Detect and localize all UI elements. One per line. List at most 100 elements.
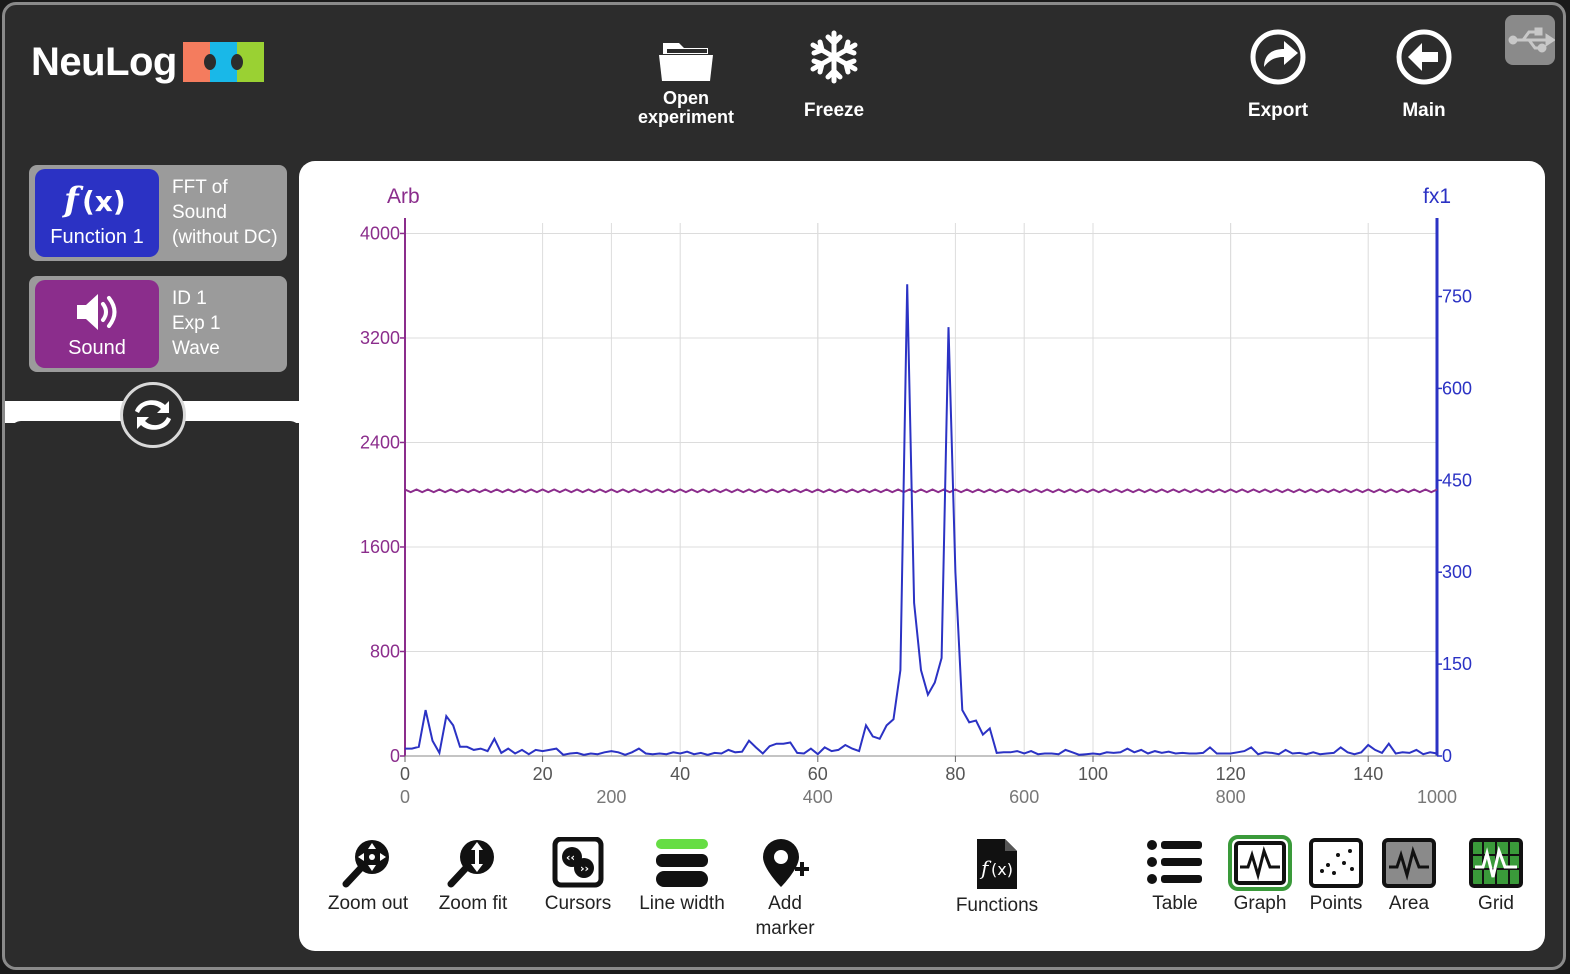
svg-text:f: f <box>62 180 84 220</box>
fft-chart[interactable]: Arb fx10800160024003200400001503004506007… <box>299 161 1545 821</box>
left-tick-label: 0 <box>390 746 400 766</box>
snowflake-icon <box>810 30 858 84</box>
main-label: Main <box>1402 100 1446 121</box>
left-tick-label: 2400 <box>360 432 400 452</box>
zoom-fit-button[interactable]: Zoom fit <box>431 837 515 916</box>
module-sound[interactable]: Sound ID 1 Exp 1 Wave <box>29 276 287 372</box>
swap-button[interactable] <box>120 382 186 448</box>
sound-badge-label: Sound <box>68 337 126 359</box>
module-function-1[interactable]: f (x) Function 1 FFT of Sound (without D… <box>29 165 287 261</box>
speaker-icon <box>77 294 117 330</box>
x-top-tick-label: 0 <box>400 764 410 784</box>
sound-info-line: Wave <box>172 338 220 359</box>
area-view-label: Area <box>1388 893 1430 914</box>
zoom-out-label: Zoom out <box>327 893 409 914</box>
usb-button[interactable] <box>1505 15 1556 65</box>
line-width-label: Line width <box>639 893 725 914</box>
function-info-line: (without DC) <box>172 227 278 248</box>
svg-text:(x): (x) <box>82 185 126 218</box>
fx1-series-line <box>405 284 1438 756</box>
x-top-tick-label: 20 <box>533 764 553 784</box>
table-label: Table <box>1152 893 1198 914</box>
zoom-fit-icon <box>447 840 494 888</box>
sound-info-line: Exp 1 <box>172 313 221 334</box>
folder-icon <box>659 43 713 81</box>
x-bottom-tick-label: 800 <box>1216 787 1246 807</box>
logo-text: NeuLog <box>31 39 177 84</box>
sound-info: ID 1 Exp 1 Wave <box>172 286 221 361</box>
x-top-tick-label: 100 <box>1078 764 1108 784</box>
function-info-line: Sound <box>172 202 227 223</box>
right-tick-label: 150 <box>1442 654 1472 674</box>
points-view-button[interactable]: Points <box>1303 837 1369 916</box>
function-info: FFT of Sound (without DC) <box>172 175 278 250</box>
usb-icon <box>1508 27 1556 53</box>
table-button[interactable]: Table <box>1139 837 1211 916</box>
sound-badge[interactable]: Sound <box>35 280 159 368</box>
lower-panel <box>11 421 300 967</box>
right-tick-label: 300 <box>1442 562 1472 582</box>
zoom-out-button[interactable]: Zoom out <box>323 837 413 916</box>
grid-toggle-button[interactable]: Grid <box>1463 837 1529 916</box>
sound-info-line: ID 1 <box>172 288 207 309</box>
open-experiment-button[interactable]: Open experiment <box>631 35 741 127</box>
export-label: Export <box>1247 100 1309 121</box>
right-axis-label: fx1 <box>1423 185 1451 208</box>
module-panel: f (x) Function 1 FFT of Sound (without D… <box>11 161 300 401</box>
x-bottom-tick-label: 400 <box>803 787 833 807</box>
open-experiment-label: Open experiment <box>637 88 735 127</box>
x-top-tick-label: 60 <box>808 764 828 784</box>
cursors-button[interactable]: ‹‹ ›› Cursors <box>535 837 621 916</box>
svg-text:››: ›› <box>580 862 589 875</box>
export-button[interactable]: Export <box>1223 27 1333 120</box>
add-marker-icon <box>763 839 809 887</box>
x-top-tick-label: 40 <box>670 764 690 784</box>
freeze-button[interactable]: Freeze <box>779 27 889 120</box>
left-tick-label: 3200 <box>360 328 400 348</box>
neulog-logo: NeuLog <box>31 38 264 86</box>
grid-icon <box>1469 838 1523 888</box>
function-icon: f (x) <box>62 180 126 220</box>
svg-text:(x): (x) <box>991 860 1013 879</box>
function-badge[interactable]: f (x) Function 1 <box>35 169 159 257</box>
logo-blocks <box>182 42 264 82</box>
points-view-label: Points <box>1309 893 1363 914</box>
add-marker-button[interactable]: Add marker <box>745 837 825 941</box>
right-tick-label: 600 <box>1442 378 1472 398</box>
area-view-icon <box>1382 838 1436 888</box>
x-bottom-tick-label: 200 <box>596 787 626 807</box>
add-marker-label-2: marker <box>755 918 815 939</box>
table-icon <box>1147 840 1202 884</box>
zoom-fit-label: Zoom fit <box>438 893 508 914</box>
left-axis-label: Arb <box>387 185 420 208</box>
points-view-icon <box>1309 838 1363 888</box>
graph-panel[interactable]: Arb fx1 0 800 1600 2400 3200 4000 0 150 300 450 600 7… <box>299 161 1545 951</box>
left-tick-label: 4000 <box>360 223 400 243</box>
function-badge-label: Function 1 <box>50 226 144 248</box>
functions-label: Functions <box>955 895 1039 916</box>
area-view-button[interactable]: Area <box>1377 837 1441 916</box>
arb-series-line <box>404 488 1438 494</box>
functions-button[interactable]: f (x) Functions <box>949 837 1045 918</box>
line-width-button[interactable]: Line width <box>633 837 731 916</box>
left-tick-label: 800 <box>370 641 400 661</box>
main-button[interactable]: Main <box>1369 27 1479 120</box>
add-marker-label-1: Add <box>768 893 802 914</box>
right-tick-label: 750 <box>1442 287 1472 307</box>
right-tick-label: 450 <box>1442 470 1472 490</box>
functions-icon: f (x) <box>977 839 1017 889</box>
graph-view-button[interactable]: Graph <box>1223 835 1297 916</box>
x-top-tick-label: 120 <box>1216 764 1246 784</box>
graph-view-label: Graph <box>1233 893 1287 914</box>
left-tick-label: 1600 <box>360 537 400 557</box>
x-top-tick-label: 140 <box>1353 764 1383 784</box>
graph-view-icon <box>1228 835 1292 891</box>
x-bottom-tick-label: 0 <box>400 787 410 807</box>
right-tick-label: 0 <box>1442 746 1452 766</box>
x-bottom-tick-label: 1000 <box>1417 787 1457 807</box>
cursors-label: Cursors <box>544 893 612 914</box>
grid-label: Grid <box>1478 893 1514 914</box>
function-info-line: FFT of <box>172 177 228 198</box>
x-bottom-tick-label: 600 <box>1009 787 1039 807</box>
